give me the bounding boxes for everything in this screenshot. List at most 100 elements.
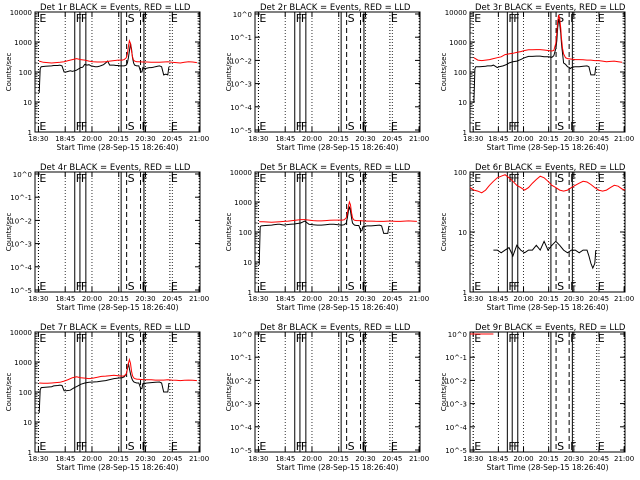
x-axis-label: Start Time (28-Sep-15 18:26:40) [277,143,399,152]
x-tick-label: 18:45 [275,455,295,463]
marker-label-top: E [474,12,481,25]
marker-label-top: F [301,332,307,345]
marker-label-top: F [301,12,307,25]
x-axis-label: Start Time (28-Sep-15 18:26:40) [487,303,609,312]
plot-frame [469,11,626,133]
marker-label-top: E [171,332,178,345]
y-tick-label: 10^0 [13,171,32,179]
marker-label-bottom: S [348,120,355,133]
x-tick-label: 21:00 [189,295,209,303]
marker-label-bottom: F [362,280,368,293]
x-tick-label: 18:45 [275,295,295,303]
series-line-lld [39,39,197,64]
y-tick-label: 10^-3 [10,241,32,249]
y-axis-label: Counts/sec [5,213,13,252]
marker-label-bottom: E [391,120,398,133]
plot-frame [254,171,421,293]
x-tick-label: 20:00 [302,135,322,143]
chart-panel-3: Det 3r BLACK = Events, RED = LLD 1 10 100 10… [440,3,634,152]
marker-label-bottom: E [598,120,605,133]
marker-label-bottom: S [557,280,564,293]
x-tick-label: 20:15 [539,135,559,143]
marker-label-bottom: F [508,440,514,453]
x-axis-label: Start Time (28-Sep-15 18:26:40) [487,463,609,472]
x-tick-label: 20:30 [135,295,155,303]
marker-label-top: S [557,172,564,185]
chart-title: Det 9r BLACK = Events, RED = LLD [475,323,626,333]
x-tick-label: 21:00 [189,135,209,143]
x-tick-label: 18:45 [488,455,508,463]
marker-label-top: E [474,172,481,185]
x-tick-label: 20:45 [382,455,402,463]
chart-title: Det 4r BLACK = Events, RED = LLD [40,163,191,173]
y-tick-label: 10^-4 [10,264,32,272]
marker-label-bottom: E [171,280,178,293]
chart-panel-1: Det 1r BLACK = Events, RED = LLD 1 10 100 10… [5,3,209,152]
marker-label-top: F [362,12,368,25]
series-line-lld [469,174,626,194]
marker-label-bottom: F [296,280,302,293]
x-tick-label: 20:00 [302,295,322,303]
marker-label-bottom: E [39,280,46,293]
marker-label-bottom: F [570,280,576,293]
y-axis-label: Counts/sec [225,213,233,252]
chart-panel-2: Det 2r BLACK = Events, RED = LLD 10^0 10^-… [225,3,429,152]
series-line-events [38,363,170,414]
marker-label-bottom: F [142,440,148,453]
plot-frame [254,331,421,453]
marker-label-top: F [513,332,519,345]
y-tick-label: 10 [458,229,467,237]
y-tick-label: 10^-5 [230,447,252,455]
marker-label-top: F [362,332,368,345]
marker-label-bottom: F [76,440,82,453]
marker-label-top: F [513,172,519,185]
marker-label-bottom: F [76,120,82,133]
x-tick-label: 20:30 [564,455,584,463]
x-tick-label: 20:45 [382,135,402,143]
x-tick-label: 21:00 [409,135,429,143]
y-tick-label: 10^-1 [445,354,467,362]
chart-title: Det 7r BLACK = Events, RED = LLD [40,323,191,333]
marker-label-top: E [391,332,398,345]
y-tick-label: 10^-1 [230,34,252,42]
y-tick-label: 1 [28,449,32,457]
x-tick-label: 18:45 [488,135,508,143]
plot-frame [34,331,201,453]
y-tick-label: 1000 [449,39,467,47]
x-tick-label: 18:30 [28,295,48,303]
marker-label-bottom: F [301,120,307,133]
x-tick-label: 20:00 [302,455,322,463]
marker-label-top: E [259,12,266,25]
series-line-events [38,43,170,94]
y-tick-label: 10^-3 [230,81,252,89]
marker-label-top: E [598,12,605,25]
marker-label-bottom: F [508,120,514,133]
marker-label-top: E [598,172,605,185]
marker-label-bottom: F [296,440,302,453]
x-tick-label: 18:30 [248,295,268,303]
marker-label-top: F [142,172,148,185]
marker-label-top: F [81,12,87,25]
y-tick-label: 1 [248,289,252,297]
marker-label-bottom: E [474,440,481,453]
plot-frame [254,11,421,133]
y-tick-label: 100 [239,229,252,237]
x-tick-label: 21:00 [409,455,429,463]
marker-label-top: F [570,332,576,345]
y-tick-label: 10^-2 [10,217,32,225]
marker-label-bottom: F [362,120,368,133]
marker-label-top: F [508,12,514,25]
y-tick-label: 10^0 [233,11,252,19]
marker-label-bottom: F [296,120,302,133]
plot-frame [34,171,201,293]
marker-label-bottom: S [348,440,355,453]
marker-label-bottom: E [171,120,178,133]
y-tick-label: 10^-4 [445,424,467,432]
marker-label-top: F [81,172,87,185]
marker-label-top: F [296,12,302,25]
marker-label-bottom: E [474,120,481,133]
x-tick-label: 20:45 [382,295,402,303]
y-tick-label: 1 [463,129,467,137]
